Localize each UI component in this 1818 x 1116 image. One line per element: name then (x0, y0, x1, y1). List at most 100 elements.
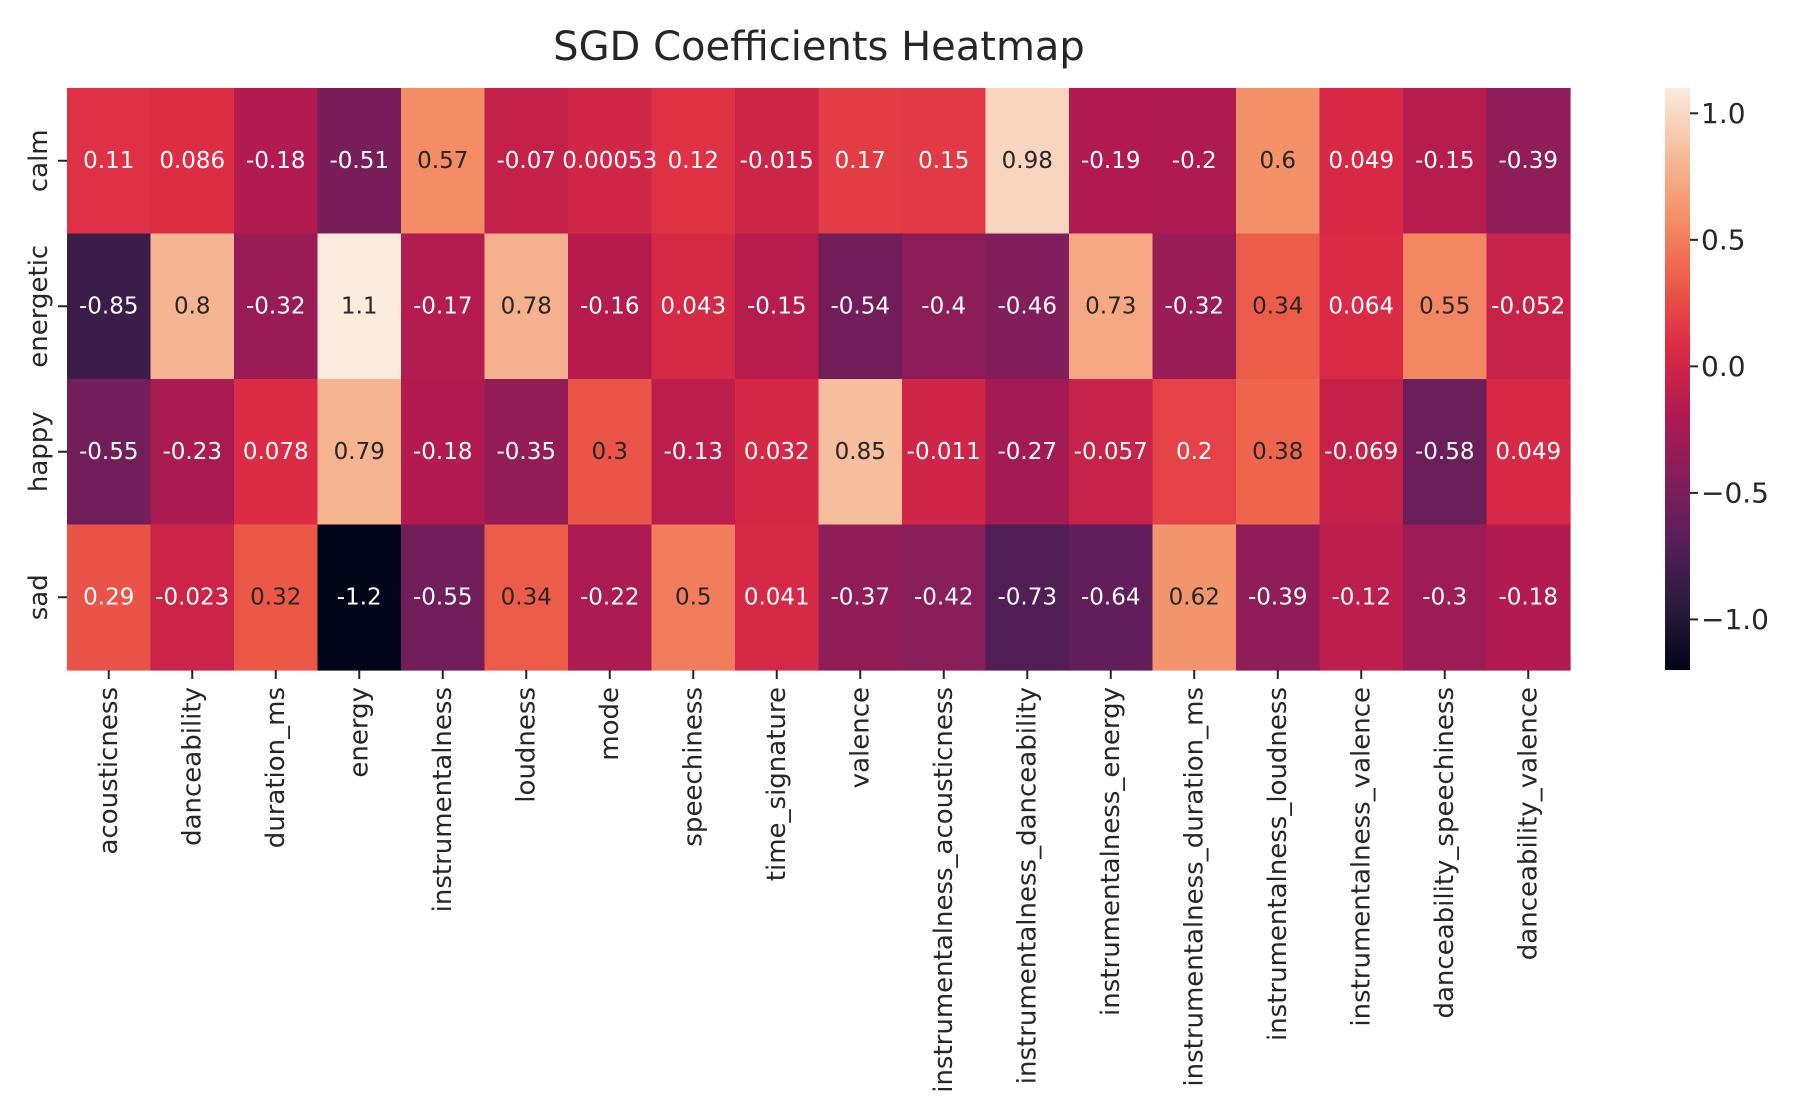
heatmap-cell-energetic-speechiness (651, 233, 736, 380)
cell-label-sad-mode: -0.22 (580, 584, 640, 610)
heatmap-cell-energetic-time_signature (735, 233, 820, 380)
x-tick-label: instrumentalness (428, 687, 458, 912)
heatmap-cell-calm-energy (317, 88, 402, 235)
heatmap-cell-calm-danceability (150, 88, 235, 235)
heatmap-cell-happy-time_signature (735, 379, 820, 526)
heatmap-cell-calm-loudness (484, 88, 569, 235)
heatmap-cell-sad-mode (568, 524, 653, 671)
cell-label-calm-instrumentalness_acousticness: 0.15 (918, 148, 969, 174)
cell-label-happy-instrumentalness_valence: -0.069 (1324, 439, 1398, 465)
heatmap-cell-sad-speechiness (651, 524, 736, 671)
cell-label-calm-speechiness: 0.12 (668, 148, 719, 174)
cell-label-happy-valence: 0.85 (835, 439, 886, 465)
heatmap-cell-happy-instrumentalness (401, 379, 486, 526)
cell-label-calm-danceability_speechiness: -0.15 (1415, 148, 1475, 174)
cell-label-happy-time_signature: 0.032 (744, 439, 810, 465)
heatmap-cell-energetic-duration_ms (234, 233, 319, 380)
y-tick-label: happy (24, 411, 54, 492)
cell-label-sad-instrumentalness_danceability: -0.73 (997, 584, 1057, 610)
x-tick-label: time_signature (762, 687, 792, 881)
heatmap-cell-sad-danceability_speechiness (1403, 524, 1488, 671)
x-tick-label: mode (595, 687, 625, 761)
heatmap-cell-calm-instrumentalness_energy (1069, 88, 1154, 235)
heatmap-cell-sad-valence (818, 524, 903, 671)
heatmap-cell-happy-mode (568, 379, 653, 526)
heatmap-cell-happy-instrumentalness_loudness (1236, 379, 1321, 526)
heatmap-cell-sad-instrumentalness_danceability (985, 524, 1070, 671)
cell-label-energetic-time_signature: -0.15 (747, 293, 807, 319)
cell-label-happy-speechiness: -0.13 (663, 439, 723, 465)
x-tick-label: instrumentalness_loudness (1263, 687, 1293, 1041)
cell-label-energetic-instrumentalness: -0.17 (413, 293, 473, 319)
heatmap-cell-calm-duration_ms (234, 88, 319, 235)
colorbar-tick-label: 0.5 (1701, 223, 1746, 256)
cell-label-calm-energy: -0.51 (329, 148, 389, 174)
y-tick-label: calm (24, 129, 54, 192)
heatmap-cell-energetic-mode (568, 233, 653, 380)
cell-label-energetic-instrumentalness_valence: 0.064 (1328, 293, 1394, 319)
heatmap-cell-sad-instrumentalness_acousticness (902, 524, 987, 671)
colorbar-tick-label: 1.0 (1701, 97, 1746, 130)
x-tick-label: instrumentalness_danceability (1012, 687, 1042, 1084)
heatmap-cell-calm-instrumentalness_danceability (985, 88, 1070, 235)
cell-label-calm-instrumentalness: 0.57 (417, 148, 468, 174)
cell-label-energetic-danceability_valence: -0.052 (1491, 293, 1565, 319)
heatmap-cell-energetic-danceability_valence (1486, 233, 1571, 380)
heatmap-cell-energetic-instrumentalness_loudness (1236, 233, 1321, 380)
y-axis-ticks: calm energetic happy sad (24, 129, 67, 620)
x-tick-label: danceability (177, 687, 207, 846)
heatmap-cell-calm-danceability_speechiness (1403, 88, 1488, 235)
cell-label-calm-duration_ms: -0.18 (246, 148, 306, 174)
cell-label-happy-instrumentalness_duration_ms: 0.2 (1176, 439, 1213, 465)
heatmap-cell-happy-instrumentalness_danceability (985, 379, 1070, 526)
x-tick-label: duration_ms (261, 687, 291, 848)
cell-label-sad-instrumentalness_duration_ms: 0.62 (1169, 584, 1220, 610)
heatmap-cell-sad-instrumentalness_valence (1319, 524, 1404, 671)
cell-label-sad-danceability_speechiness: -0.3 (1422, 584, 1467, 610)
cell-label-happy-acousticness: -0.55 (79, 439, 139, 465)
cell-label-calm-instrumentalness_danceability: 0.98 (1002, 148, 1053, 174)
x-tick-label: instrumentalness_acousticness (929, 687, 959, 1093)
heatmap-cell-energetic-instrumentalness_danceability (985, 233, 1070, 380)
heatmap-cell-energetic-instrumentalness_energy (1069, 233, 1154, 380)
x-tick-label: instrumentalness_valence (1346, 687, 1376, 1027)
heatmap-cell-happy-duration_ms (234, 379, 319, 526)
cell-label-happy-loudness: -0.35 (496, 439, 556, 465)
cell-label-calm-danceability: 0.086 (159, 148, 225, 174)
cell-label-energetic-duration_ms: -0.32 (246, 293, 306, 319)
heatmap-cell-calm-time_signature (735, 88, 820, 235)
cell-label-happy-instrumentalness: -0.18 (413, 439, 473, 465)
cell-label-energetic-instrumentalness_duration_ms: -0.32 (1164, 293, 1224, 319)
cell-label-sad-acousticness: 0.29 (83, 584, 134, 610)
heatmap-cell-sad-danceability_valence (1486, 524, 1571, 671)
heatmap-cell-sad-instrumentalness_loudness (1236, 524, 1321, 671)
cell-label-energetic-mode: -0.16 (580, 293, 640, 319)
heatmap-cell-happy-instrumentalness_acousticness (902, 379, 987, 526)
colorbar-tick-label: 0.0 (1701, 350, 1746, 383)
heatmap-cell-calm-instrumentalness_duration_ms (1152, 88, 1237, 235)
cell-label-energetic-danceability: 0.8 (174, 293, 211, 319)
cell-annotations: 0.11 0.086 -0.18 -0.51 0.57 -0.07 0.00053 0.12-… (79, 148, 1565, 611)
heatmap-cell-energetic-energy (317, 233, 402, 380)
cell-label-energetic-instrumentalness_danceability: -0.46 (997, 293, 1057, 319)
colorbar-tick-label: −1.0 (1701, 603, 1769, 636)
cell-label-energetic-instrumentalness_acousticness: -0.4 (921, 293, 966, 319)
cell-label-sad-danceability_valence: -0.18 (1498, 584, 1558, 610)
cell-label-calm-danceability_valence: -0.39 (1498, 148, 1558, 174)
heatmap-cell-calm-danceability_valence (1486, 88, 1571, 235)
heatmap-cell-energetic-danceability (150, 233, 235, 380)
heatmap-cell-happy-loudness (484, 379, 569, 526)
heatmap-cell-happy-danceability (150, 379, 235, 526)
heatmap-cell-calm-mode (568, 88, 653, 235)
cell-label-calm-loudness: -0.07 (496, 148, 556, 174)
colorbar-tick-label: −0.5 (1701, 476, 1769, 509)
heatmap-cell-energetic-instrumentalness_acousticness (902, 233, 987, 380)
cell-label-happy-instrumentalness_acousticness: -0.011 (907, 439, 981, 465)
heatmap-cell-sad-danceability (150, 524, 235, 671)
heatmap-cell-happy-instrumentalness_valence (1319, 379, 1404, 526)
cell-label-calm-time_signature: -0.015 (740, 148, 814, 174)
cell-label-happy-duration_ms: 0.078 (243, 439, 309, 465)
heatmap-cell-energetic-instrumentalness_valence (1319, 233, 1404, 380)
heatmap-cell-calm-instrumentalness (401, 88, 486, 235)
